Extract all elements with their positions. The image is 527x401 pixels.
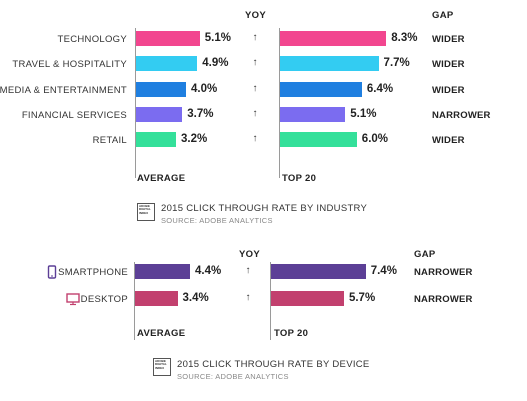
yoy-arrow-icon: ↑: [252, 133, 258, 145]
average-bar: [136, 56, 198, 72]
gap-label: WIDER: [432, 84, 465, 96]
top20-axis-line: [279, 28, 280, 178]
average-axis-line: [134, 262, 135, 340]
average-value-label: 3.4%: [182, 292, 209, 304]
average-value-label: 3.7%: [187, 107, 214, 120]
category-label: RETAIL: [92, 135, 127, 147]
gap-header: GAP: [432, 10, 454, 21]
yoy-arrow-icon: ↑: [245, 292, 251, 303]
gap-label: WIDER: [432, 59, 465, 71]
chart-source: SOURCE: ADOBE ANALYTICS: [161, 216, 273, 225]
category-label: SMARTPHONE: [58, 267, 128, 278]
average-axis-label: AVERAGE: [137, 328, 186, 339]
top20-bar: [280, 132, 357, 148]
average-axis-label: AVERAGE: [137, 173, 186, 184]
gap-label: NARROWER: [414, 294, 473, 305]
logo-mark: ADOBE DIGITAL INDEX: [137, 203, 155, 221]
top20-axis-label: TOP 20: [282, 173, 317, 184]
yoy-header: YOY: [245, 10, 266, 21]
average-value-label: 5.1%: [204, 32, 231, 44]
yoy-arrow-icon: ↑: [252, 82, 258, 94]
gap-label: NARROWER: [432, 109, 491, 121]
adobe-digital-index-logo: ADOBE DIGITAL INDEX: [137, 203, 155, 221]
yoy-arrow-icon: ↑: [252, 107, 258, 119]
chart-title: 2015 CLICK THROUGH RATE BY DEVICE: [177, 359, 370, 370]
smartphone-icon: [45, 265, 59, 279]
average-value-label: 3.2%: [181, 133, 208, 146]
top20-bar: [280, 106, 346, 122]
average-bar: [136, 31, 200, 46]
average-bar: [136, 106, 183, 122]
top20-bar: [271, 264, 366, 279]
chart-source: SOURCE: ADOBE ANALYTICS: [177, 372, 289, 381]
category-label: DESKTOP: [80, 294, 128, 305]
category-label: TRAVEL & HOSPITALITY: [12, 59, 127, 71]
top20-bar: [280, 81, 362, 97]
top20-value-label: 6.4%: [366, 82, 394, 95]
average-axis-line: [135, 28, 136, 178]
adobe-digital-index-logo: ADOBE DIGITAL INDEX: [153, 358, 171, 376]
category-label: FINANCIAL SERVICES: [21, 109, 127, 121]
top20-value-label: 8.3%: [391, 32, 418, 44]
logo-mark: ADOBE DIGITAL INDEX: [153, 358, 171, 376]
top20-value-label: 5.7%: [348, 292, 376, 304]
average-bar: [135, 264, 190, 279]
top20-axis-line: [270, 262, 271, 340]
average-value-label: 4.0%: [191, 82, 218, 95]
average-bar: [136, 132, 176, 148]
chart-title: 2015 CLICK THROUGH RATE BY INDUSTRY: [161, 203, 368, 214]
yoy-arrow-icon: ↑: [252, 32, 258, 43]
yoy-arrow-icon: ↑: [252, 57, 258, 69]
yoy-header: YOY: [239, 249, 260, 260]
category-label: TECHNOLOGY: [57, 34, 127, 45]
category-label: MEDIA & ENTERTAINMENT: [0, 84, 127, 96]
top20-bar: [280, 56, 379, 72]
average-value-label: 4.9%: [202, 57, 229, 70]
top20-value-label: 7.7%: [383, 57, 410, 70]
yoy-arrow-icon: ↑: [245, 265, 251, 276]
top20-bar: [280, 31, 387, 46]
gap-label: NARROWER: [414, 267, 473, 278]
top20-value-label: 5.1%: [350, 107, 377, 120]
gap-label: WIDER: [432, 135, 465, 147]
gap-header: GAP: [414, 249, 436, 260]
top20-axis-label: TOP 20: [274, 328, 309, 339]
top20-bar: [271, 291, 344, 306]
desktop-icon: [66, 292, 80, 306]
average-bar: [136, 81, 186, 97]
top20-value-label: 7.4%: [370, 265, 397, 277]
average-bar: [135, 291, 178, 306]
top20-value-label: 6.0%: [361, 133, 389, 146]
average-value-label: 4.4%: [195, 265, 222, 277]
gap-label: WIDER: [432, 34, 465, 45]
